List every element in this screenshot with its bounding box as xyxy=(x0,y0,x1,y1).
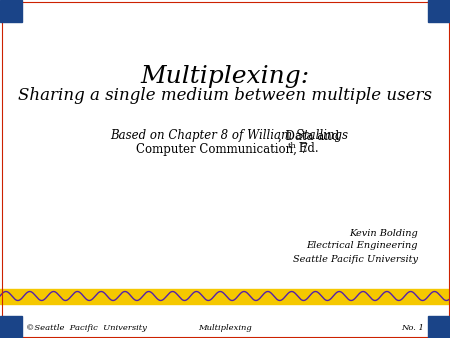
Text: Based on Chapter 8 of William Stallings: Based on Chapter 8 of William Stallings xyxy=(110,129,348,143)
Text: Ed.: Ed. xyxy=(295,143,319,155)
Bar xyxy=(0,316,22,338)
Text: Kevin Bolding: Kevin Bolding xyxy=(349,228,418,238)
Bar xyxy=(0,0,22,22)
Bar xyxy=(428,316,450,338)
Bar xyxy=(428,0,450,22)
Text: Computer Communication, 7: Computer Communication, 7 xyxy=(136,143,308,155)
Text: Seattle Pacific University: Seattle Pacific University xyxy=(293,255,418,264)
Text: Multiplexing: Multiplexing xyxy=(198,324,252,332)
Bar xyxy=(0,289,450,304)
Text: Sharing a single medium between multiple users: Sharing a single medium between multiple… xyxy=(18,88,432,104)
Text: Electrical Engineering: Electrical Engineering xyxy=(306,241,418,250)
Text: ©Seattle  Pacific  University: ©Seattle Pacific University xyxy=(26,324,147,332)
Text: No. 1: No. 1 xyxy=(401,324,424,332)
Text: th: th xyxy=(288,142,297,149)
Text: Multiplexing:: Multiplexing: xyxy=(140,65,310,88)
Text: , Data and: , Data and xyxy=(278,129,339,143)
